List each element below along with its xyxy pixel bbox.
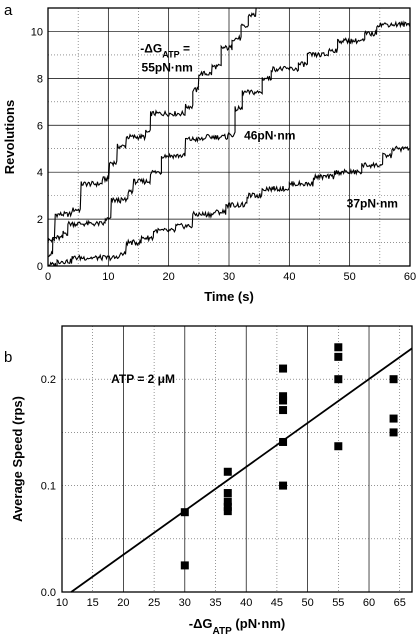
x-tick-label: 25 [148, 597, 160, 609]
annotation-series-label: 46pN·nm [244, 128, 295, 142]
x-axis-label-main: -ΔG [189, 616, 213, 631]
data-point [223, 497, 232, 506]
data-point [334, 343, 343, 352]
x-tick-label: 50 [301, 597, 313, 609]
fit-line [70, 347, 413, 593]
x-tick-label: 55 [332, 597, 344, 609]
y-tick-label: 0.2 [41, 374, 56, 386]
data-point [334, 352, 343, 361]
x-axis-label-sub: ATP [213, 626, 233, 635]
series-line-2 [48, 20, 410, 258]
panel-b: 10 15 20 25 30 35 40 45 50 55 60 650.00.10.2-ΔGATP … [4, 325, 413, 635]
x-tick-label: 30 [179, 597, 191, 609]
data-point [389, 428, 398, 437]
data-point [279, 392, 288, 401]
panel-label-b: b [4, 349, 12, 366]
x-tick-label: 30 [223, 271, 235, 283]
annotation-delta-g-sub: ATP [162, 50, 179, 60]
y-tick-label: 4 [37, 167, 43, 179]
data-point [180, 508, 189, 517]
x-axis-label-unit: (pN·nm) [232, 616, 285, 631]
x-tick-label: 0 [45, 271, 51, 283]
x-tick-label: 60 [363, 597, 375, 609]
x-tick-label: 40 [283, 271, 295, 283]
annotation-delta-g-eq: = [180, 42, 190, 56]
x-tick-label: 40 [240, 597, 252, 609]
data-point [279, 437, 288, 446]
data-point [389, 375, 398, 384]
plot-frame-a [47, 7, 411, 267]
data-point [279, 364, 288, 373]
x-tick-label: 60 [404, 271, 416, 283]
data-point [180, 561, 189, 570]
y-tick-label: 8 [37, 73, 43, 85]
panel-label-a: a [4, 2, 13, 19]
y-tick-label: 10 [31, 26, 43, 38]
annotation-series-label: 55pN·nm [142, 60, 193, 74]
data-point [279, 406, 288, 415]
x-tick-label: 10 [102, 271, 114, 283]
data-point [223, 489, 232, 498]
data-point [334, 375, 343, 384]
series-line-3 [48, 145, 410, 266]
data-point [279, 396, 288, 405]
data-point [389, 414, 398, 423]
data-point [223, 507, 232, 516]
annotation-delta-g: -ΔGATP = [140, 42, 190, 60]
x-tick-label: 10 [56, 597, 68, 609]
data-point [334, 442, 343, 451]
annotation-series-label: 37pN·nm [347, 196, 398, 210]
y-tick-label: 0.0 [41, 587, 56, 599]
y-axis-label: Revolutions [2, 100, 17, 174]
annotation-atp: ATP = 2 μM [111, 372, 175, 386]
data-point [279, 481, 288, 490]
x-tick-label: 35 [209, 597, 221, 609]
x-axis-label: Time (s) [204, 289, 254, 304]
x-tick-label: 20 [117, 597, 129, 609]
annotation-delta-g-main: -ΔG [140, 42, 162, 56]
series-line-1 [48, 8, 260, 243]
x-tick-label: 65 [394, 597, 406, 609]
y-tick-label: 6 [37, 120, 43, 132]
x-tick-label: 50 [344, 271, 356, 283]
data-point [223, 467, 232, 476]
x-tick-label: 20 [163, 271, 175, 283]
x-axis-label: -ΔGATP (pN·nm) [189, 616, 286, 635]
plot-frame-b [61, 325, 413, 593]
data-point [223, 502, 232, 511]
x-tick-label: 45 [271, 597, 283, 609]
y-tick-label: 2 [37, 214, 43, 226]
y-tick-label: 0 [37, 261, 43, 273]
y-axis-label: Average Speed (rps) [10, 396, 25, 522]
y-tick-label: 0.1 [41, 481, 56, 493]
x-tick-label: 15 [87, 597, 99, 609]
panel-a: 0 10 20 30 40 50 60 0 2 4 6 8 10 Time (s) Revolutions a… [2, 2, 416, 304]
